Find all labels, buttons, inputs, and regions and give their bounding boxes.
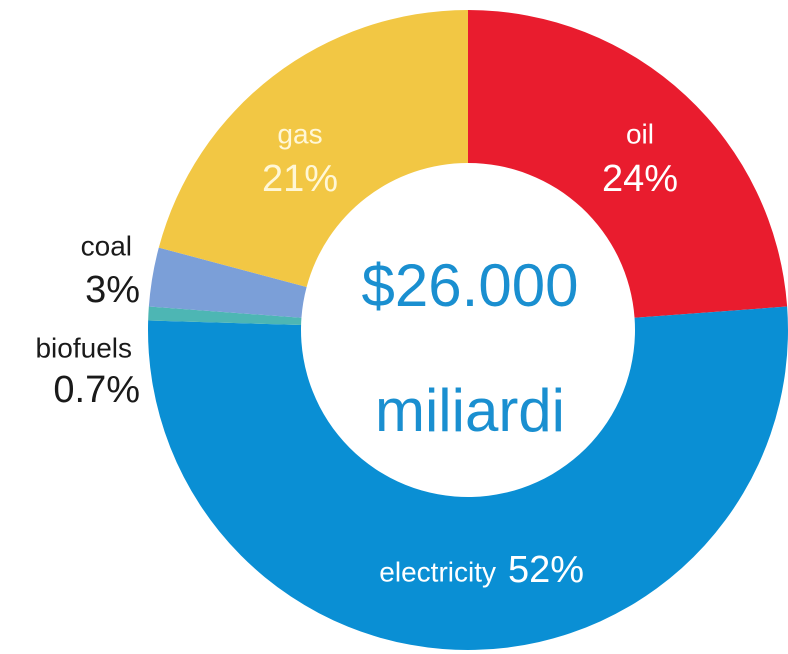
slices [148,10,788,650]
category-label: oil [626,118,654,149]
center-unit: miliardi [375,377,565,444]
value-label: 0.7% [53,369,140,411]
category-label: electricity [379,556,496,587]
category-label: coal [81,230,132,261]
value-label: 21% [262,158,338,200]
labels: oil 24% electricity 52% biofuels 0.7% coal 3% ga… [35,118,678,591]
value-label: 52% [508,549,584,591]
slice [148,247,307,318]
category-label: gas [277,118,322,149]
value-label: 24% [602,158,678,200]
value-label: 3% [85,269,140,311]
slice [148,306,302,326]
slice [158,10,469,287]
slice [468,10,788,318]
slice [148,306,788,650]
center-amount: $26.000 [362,252,579,319]
category-label: biofuels [35,332,132,363]
